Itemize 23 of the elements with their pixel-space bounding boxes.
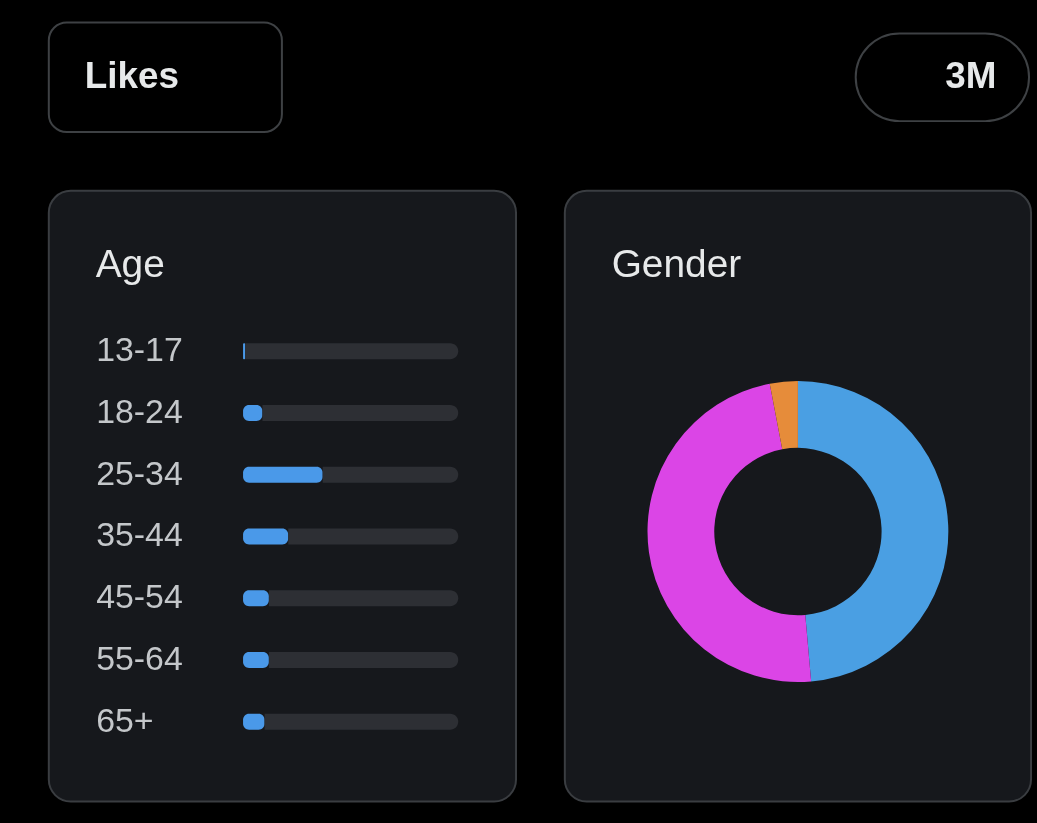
chart-title: Age [95,241,165,285]
bar [243,466,323,483]
bar [262,405,459,421]
bar [243,528,289,545]
bar [268,590,459,607]
bar [245,343,459,360]
donut-slice [647,383,812,682]
bar [268,652,459,669]
y-tick-label: 25-34 [96,453,183,492]
donut-slice [797,381,949,682]
y-tick-label: 13-17 [96,330,183,369]
text: 3M [945,55,997,97]
y-tick-label: 45-54 [96,577,183,616]
bar [288,528,459,545]
y-tick-label: 55-64 [96,639,183,678]
y-tick-label: 18-24 [96,391,183,430]
y-tick-label: 35-44 [96,515,183,554]
y-tick-label: 65+ [96,700,154,739]
chart-title: Gender [611,241,742,285]
donut-slice [769,381,798,450]
text: Likes [84,55,179,97]
bar [322,466,459,483]
bar [264,713,459,730]
